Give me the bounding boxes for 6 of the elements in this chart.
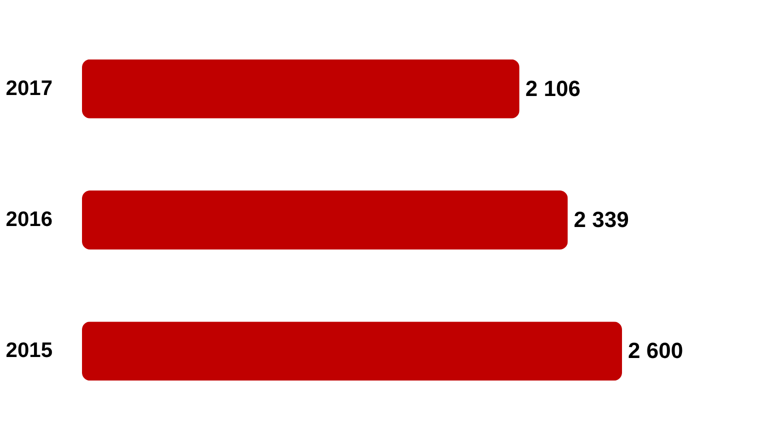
data-label: 2 600: [628, 338, 684, 364]
data-label: 2 106: [525, 76, 580, 101]
y-tick-label: 2015: [6, 339, 53, 362]
y-tick-label: 2016: [6, 208, 52, 231]
y-tick-label: 2017: [6, 76, 52, 100]
data-label: 2 339: [574, 207, 629, 232]
